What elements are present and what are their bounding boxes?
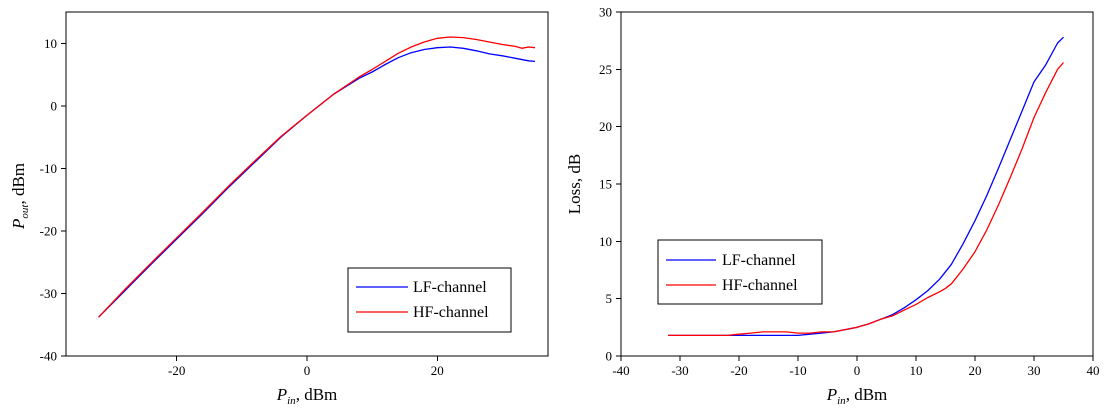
right-x-axis-title-main: P — [826, 385, 837, 404]
left-y-tick-label: -20 — [40, 223, 57, 238]
right-y-tick-label: 10 — [599, 234, 612, 249]
right-series — [668, 36, 1064, 337]
left-x-axis-title-main: P — [276, 385, 287, 404]
right-x-tick-label: -30 — [671, 363, 688, 378]
left-x-axis-title: Pin, dBm — [276, 385, 338, 407]
left-x-tick-label: 0 — [304, 363, 311, 378]
right-legend-label-lf: LF-channel — [722, 252, 796, 269]
right-legend: LF-channel HF-channel — [657, 239, 823, 305]
right-x-tick-label: -40 — [612, 363, 629, 378]
left-legend: LF-channel HF-channel — [347, 267, 512, 333]
right-x-axis-title-unit: , dBm — [846, 385, 888, 404]
left-y-axis-title-main: P — [9, 219, 28, 230]
right-x-tick-label: -10 — [789, 363, 806, 378]
left-series — [98, 36, 536, 318]
right-y-tick-label: 20 — [599, 119, 612, 134]
right-chart: -40 -30 -20 -10 0 10 20 30 40 0 5 10 15 20 25 30 Loss, … — [565, 5, 1100, 408]
right-x-tick-label: -20 — [730, 363, 747, 378]
right-x-tick-label: 40 — [1087, 363, 1100, 378]
right-y-axis-title: Loss, dB — [565, 154, 584, 214]
left-legend-label-hf: HF-channel — [413, 304, 489, 321]
right-x-axis-title-sub: in — [837, 395, 846, 407]
left-y-tick-label: -30 — [40, 286, 57, 301]
right-x-tick-label: 0 — [854, 363, 861, 378]
right-x-tick-label: 20 — [969, 363, 982, 378]
right-y-tick-label: 5 — [606, 291, 613, 306]
left-y-tick-label: -40 — [40, 349, 57, 364]
left-series-line-hf-channel — [98, 36, 536, 318]
left-y-axis-title: Pout, dBm — [9, 163, 31, 230]
right-y-tick-label: 15 — [599, 177, 612, 192]
right-x-axis-title: Pin, dBm — [826, 385, 888, 407]
right-series-line-hf-channel — [668, 62, 1064, 337]
right-y-tick-label: 0 — [606, 349, 613, 364]
left-x-axis-title-sub: in — [287, 395, 296, 407]
left-y-axis-title-sub: out — [19, 204, 31, 219]
left-y-tick-label: -10 — [40, 161, 57, 176]
right-series-line-lf-channel — [668, 36, 1064, 337]
right-x-tick-label: 30 — [1028, 363, 1041, 378]
left-legend-label-lf: LF-channel — [413, 279, 487, 296]
left-y-tick-label: 0 — [51, 98, 58, 113]
right-y-tick-label: 25 — [599, 62, 612, 77]
right-ticks: -40 -30 -20 -10 0 10 20 30 40 0 5 10 15 20 25 30 — [599, 5, 1100, 379]
right-y-tick-label: 30 — [599, 5, 612, 20]
left-series-line-lf-channel — [98, 46, 536, 318]
left-ticks: -20 0 20 -40 -30 -20 -10 0 10 — [40, 36, 444, 378]
right-x-tick-label: 10 — [910, 363, 923, 378]
left-legend-box — [347, 267, 512, 333]
right-legend-label-hf: HF-channel — [722, 277, 798, 294]
left-x-tick-label: 20 — [431, 363, 444, 378]
left-x-axis-title-unit: , dBm — [296, 385, 338, 404]
left-y-axis-title-unit: , dBm — [9, 163, 28, 205]
left-y-tick-label: 10 — [44, 36, 57, 51]
left-x-tick-label: -20 — [168, 363, 185, 378]
right-legend-box — [657, 239, 823, 305]
